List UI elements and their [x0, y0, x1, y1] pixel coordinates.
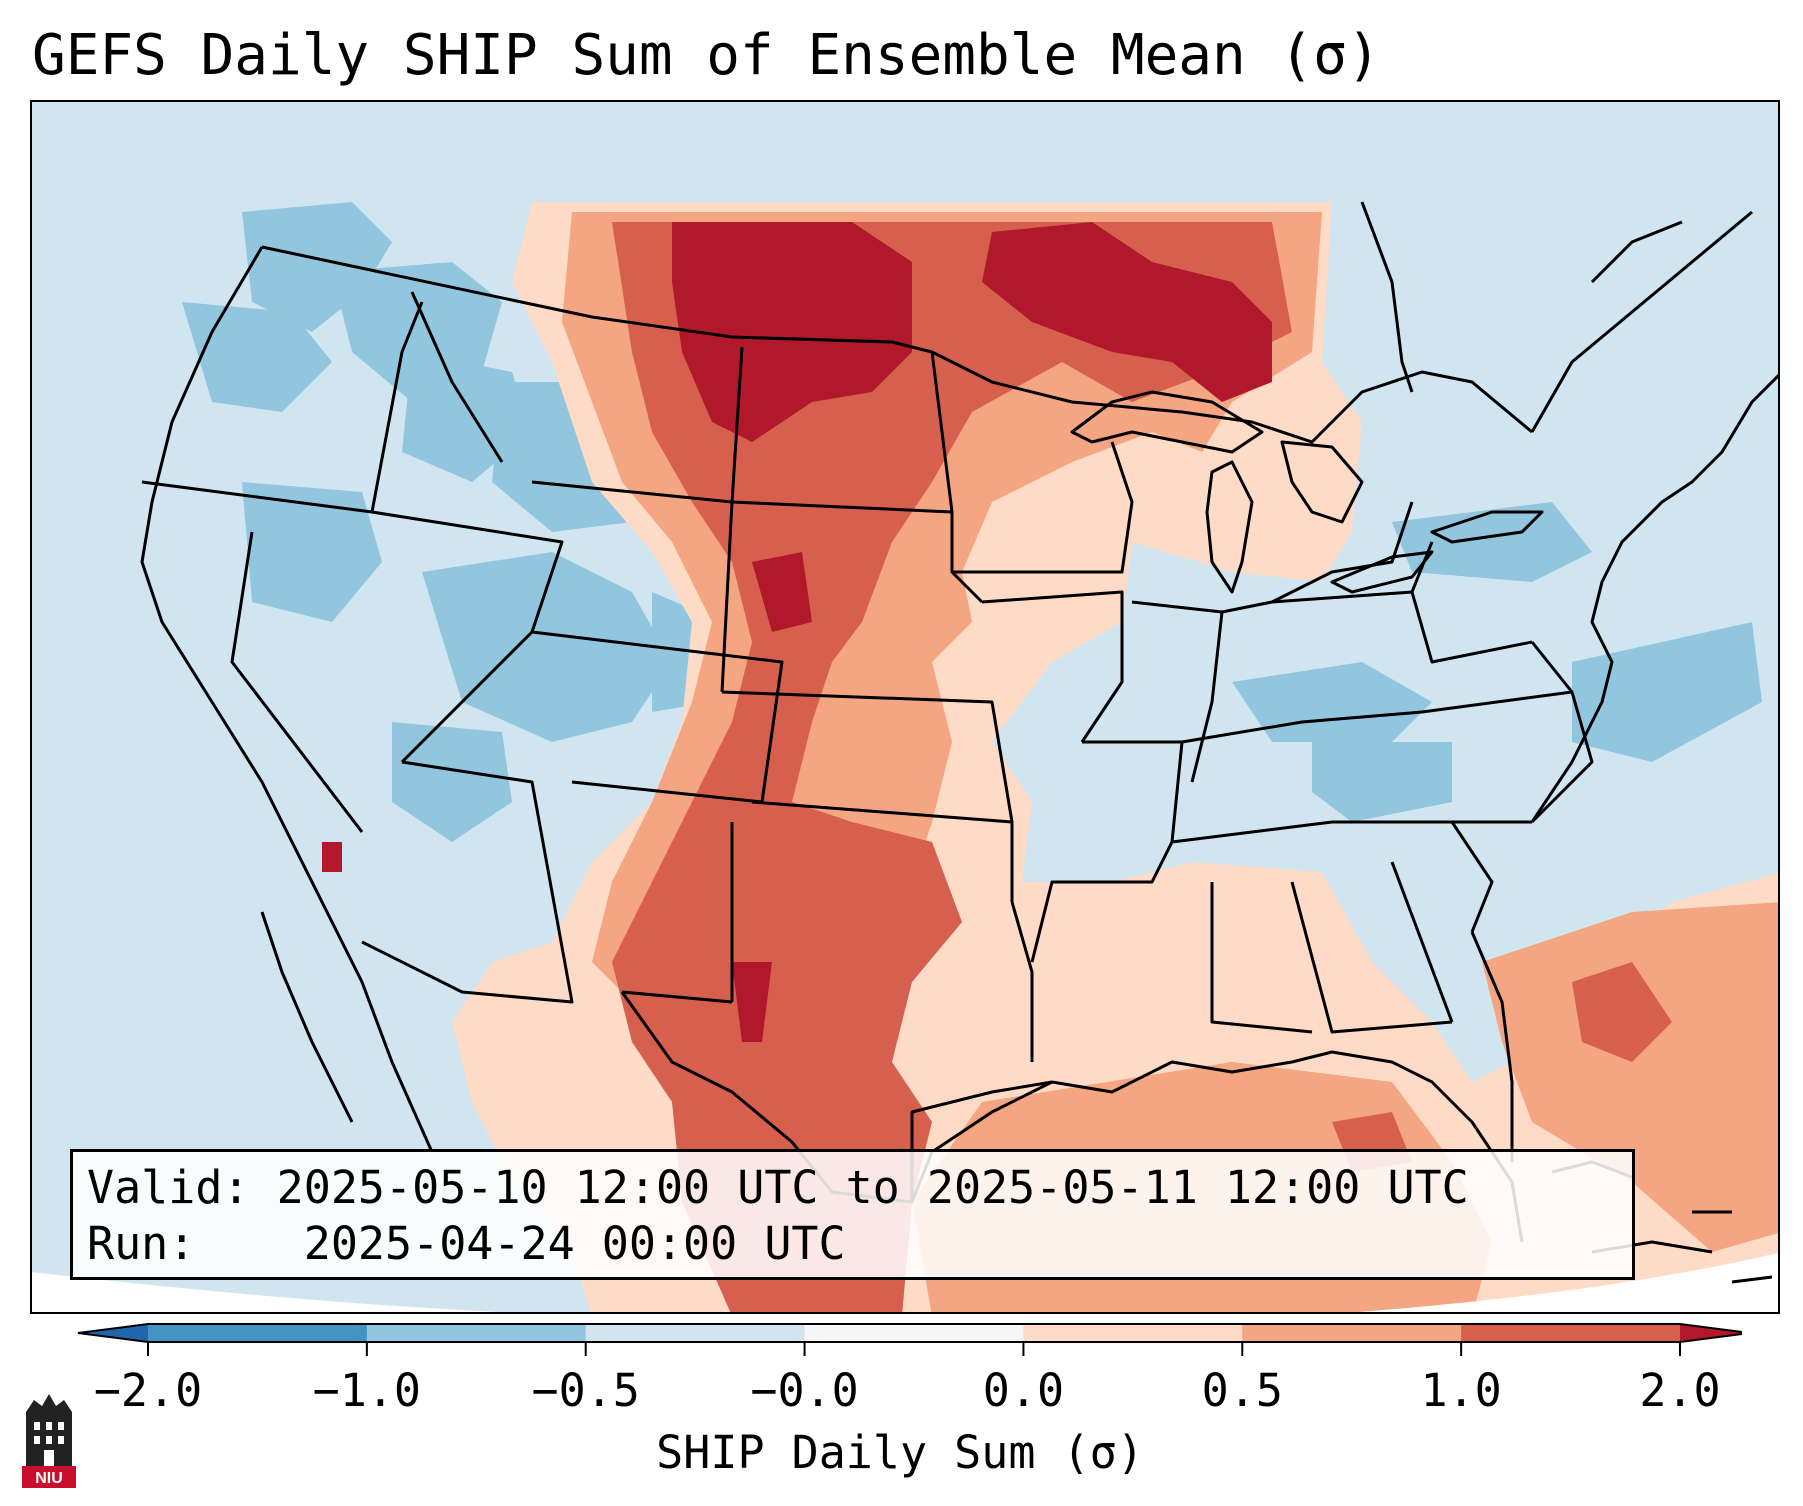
run-label: Run: [87, 1217, 196, 1270]
info-box: Valid: 2025-05-10 12:00 UTC to 2025-05-1… [70, 1149, 1635, 1280]
choropleth-map [32, 102, 1778, 1312]
colorbar-tick-label: 2.0 [1639, 1364, 1721, 1417]
colorbar-label: SHIP Daily Sum (σ) [656, 1426, 1144, 1479]
niu-logo: NIU [22, 1394, 76, 1488]
colorbar-segment [1461, 1324, 1681, 1342]
colorbar-segment [1242, 1324, 1462, 1342]
colorbar-segment [1023, 1324, 1243, 1342]
extreme-positive-areas [322, 222, 1272, 1042]
run-value: 2025-04-24 00:00 UTC [303, 1217, 846, 1270]
run-line: Run: 2025-04-24 00:00 UTC [87, 1216, 1618, 1272]
projection-edge [1358, 1252, 1778, 1312]
state-borders [140, 201, 1778, 1284]
valid-label: Valid: [87, 1161, 250, 1214]
logo-text: NIU [35, 1470, 63, 1487]
colorbar-segment [585, 1324, 806, 1342]
colorbar-tick-label: −0.0 [750, 1364, 859, 1417]
colorbar-extend-low [78, 1324, 148, 1342]
colorbar-tick-label: −0.5 [531, 1364, 640, 1417]
colorbar-tick-label: 0.0 [982, 1364, 1065, 1417]
map-panel: Valid: 2025-05-10 12:00 UTC to 2025-05-1… [30, 100, 1780, 1314]
colorbar-extend-high [1680, 1324, 1742, 1342]
colorbar-tick-label: 0.5 [1201, 1364, 1283, 1417]
projection-edge [32, 1272, 499, 1312]
colorbar-tick-label: −2.0 [93, 1364, 203, 1417]
colorbar-tick-label: 1.0 [1420, 1364, 1502, 1417]
colorbar-segment [148, 1324, 368, 1342]
valid-value: 2025-05-10 12:00 UTC to 2025-05-11 12:00… [276, 1161, 1469, 1214]
colorbar-tick-label: −1.0 [312, 1364, 422, 1417]
logo-base [22, 1466, 76, 1488]
colorbar-segment [366, 1324, 587, 1342]
colorbar-segment [804, 1324, 1024, 1342]
valid-line: Valid: 2025-05-10 12:00 UTC to 2025-05-1… [87, 1160, 1618, 1216]
colorbar [77, 1323, 1742, 1356]
page-title: GEFS Daily SHIP Sum of Ensemble Mean (σ) [32, 23, 1381, 88]
